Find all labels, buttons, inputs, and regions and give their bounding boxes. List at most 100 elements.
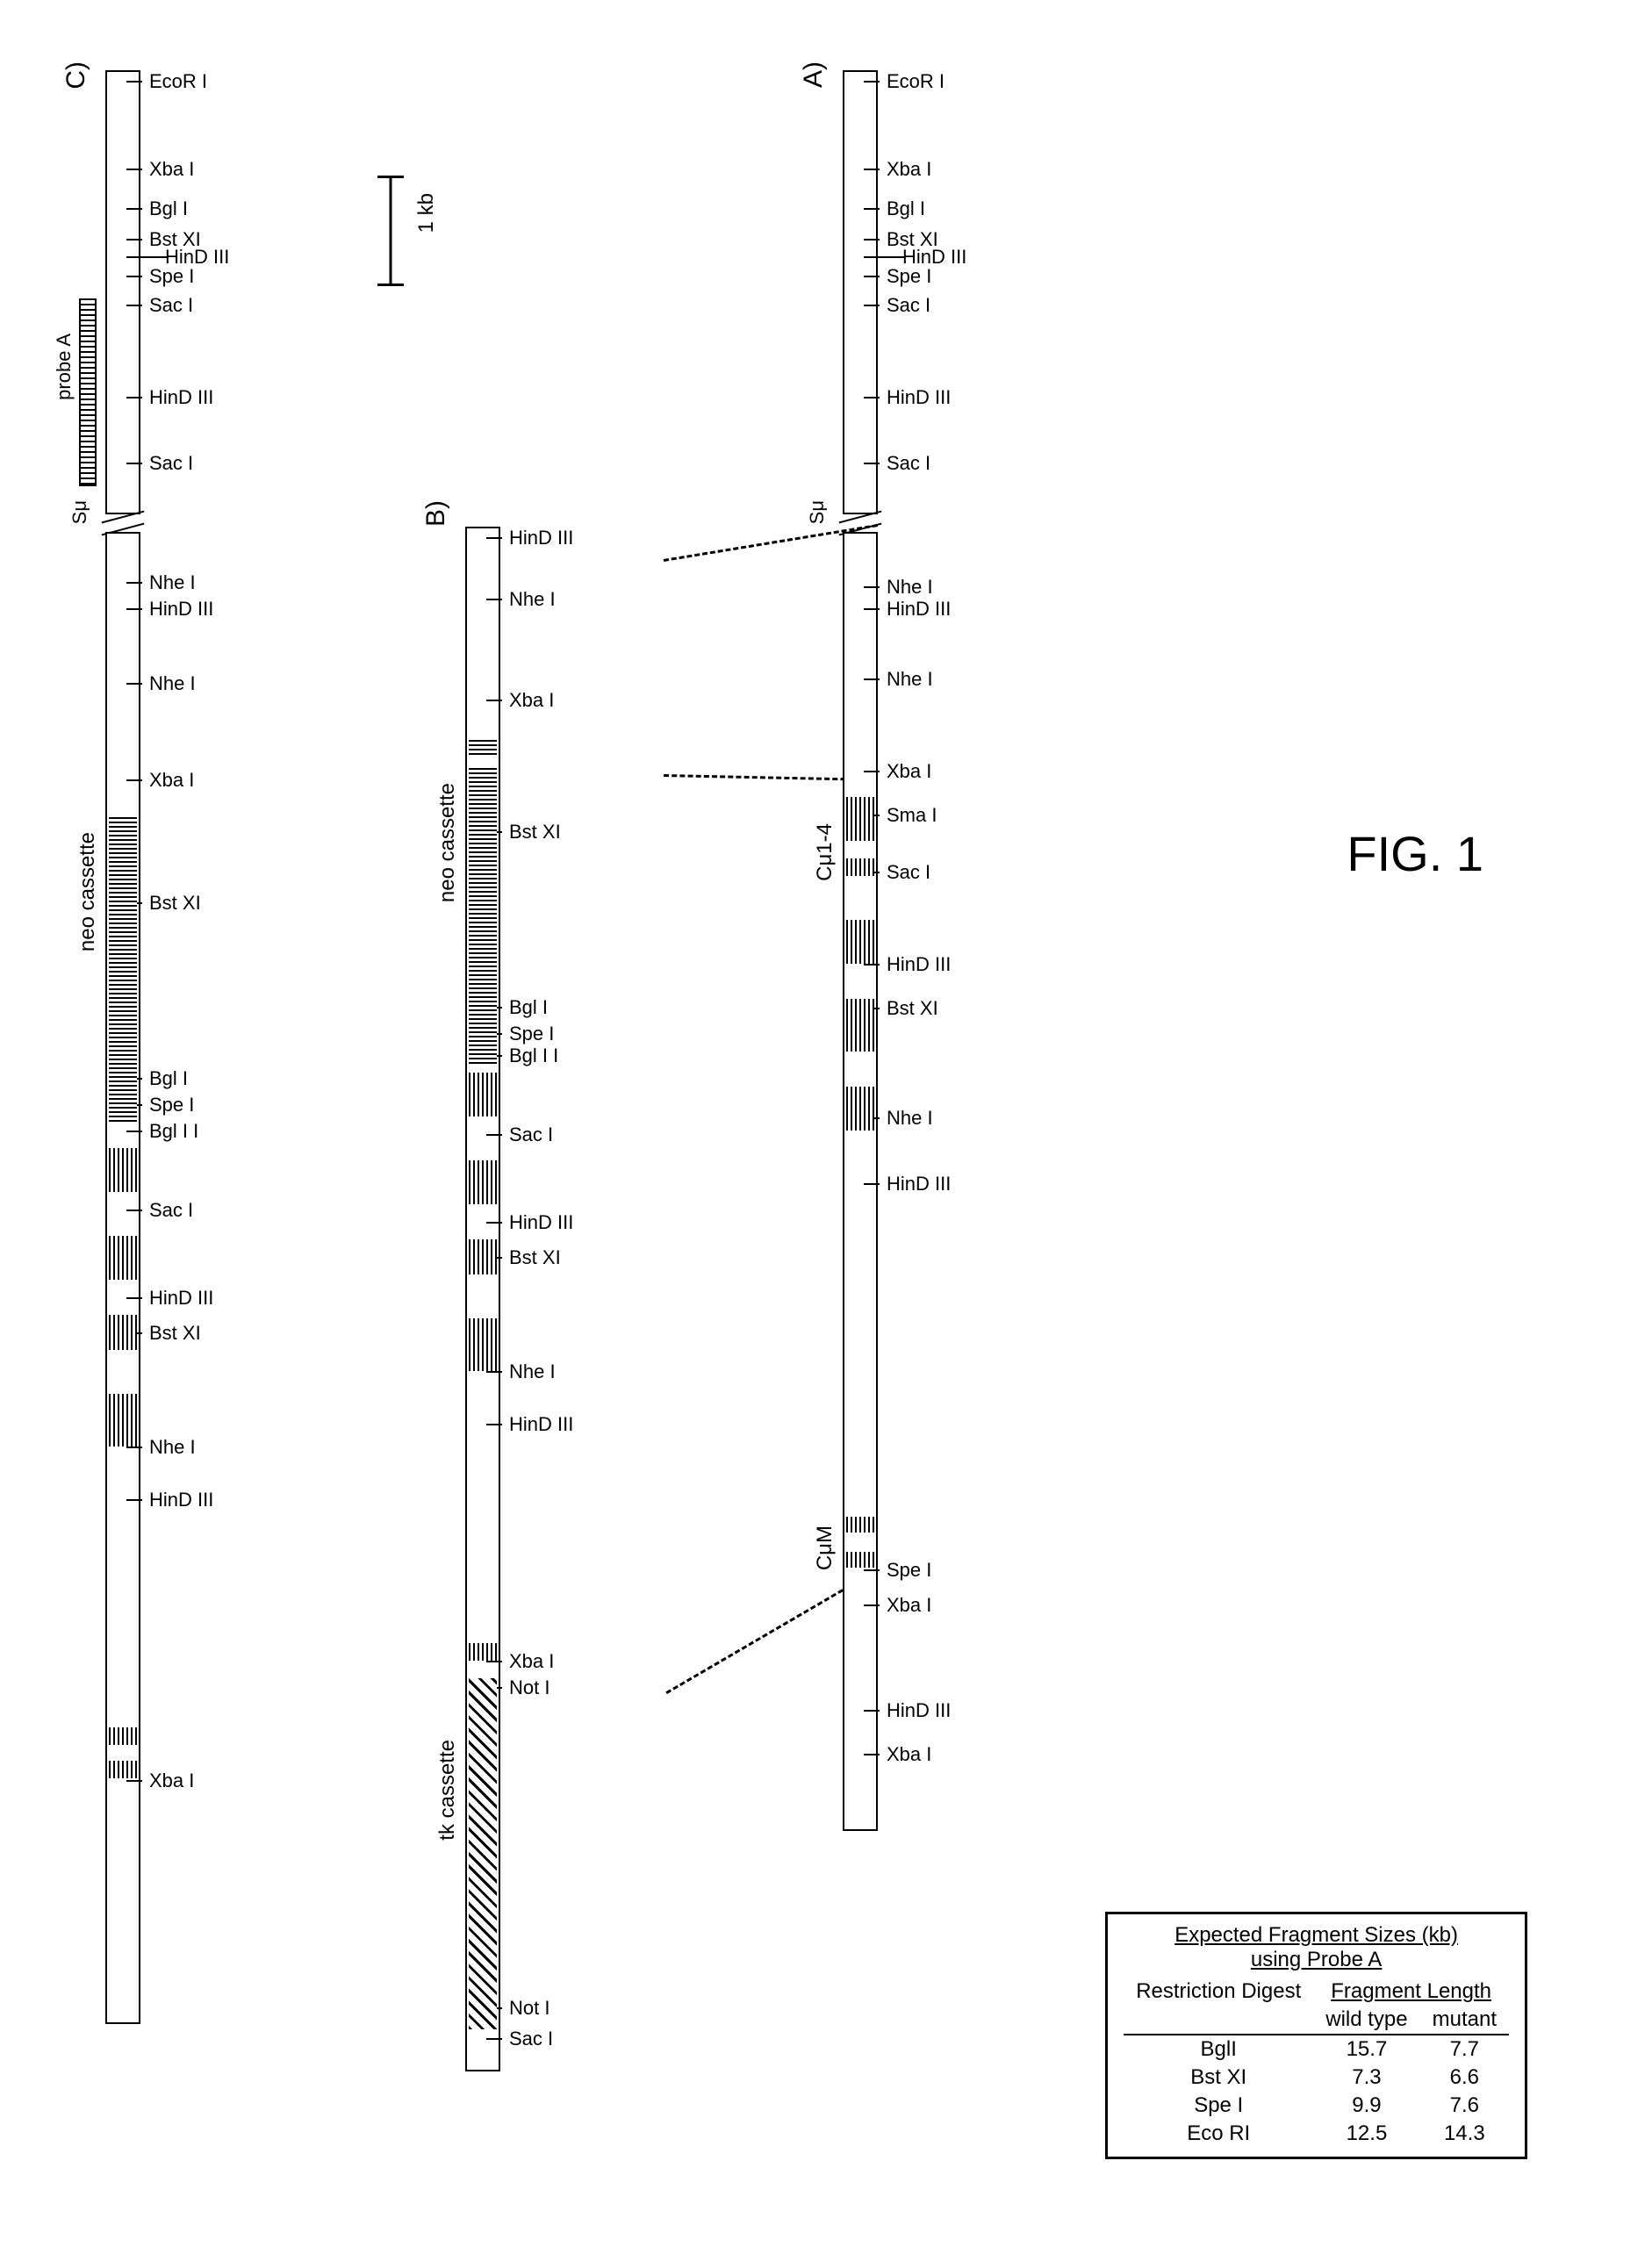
table-title-1: Expected Fragment Sizes (kb) bbox=[1124, 1923, 1509, 1948]
restriction-site: HinD III bbox=[880, 1173, 951, 1195]
restriction-site-label: HinD III bbox=[509, 1211, 573, 1234]
restriction-site-label: HinD III bbox=[887, 1699, 951, 1722]
panel-c-gap: Sμ bbox=[105, 514, 140, 532]
restriction-site-label: HinD III bbox=[887, 1173, 951, 1195]
restriction-site-label: Bgl I bbox=[509, 996, 548, 1019]
restriction-site: Spe I bbox=[142, 265, 194, 288]
restriction-site: EcoR I bbox=[880, 70, 945, 93]
restriction-site-label: Sac I bbox=[887, 861, 930, 884]
restriction-site: Nhe I bbox=[880, 576, 933, 599]
pattern-region bbox=[109, 1315, 137, 1350]
pattern-region bbox=[846, 920, 874, 964]
pattern-region bbox=[846, 1552, 874, 1568]
pattern-region bbox=[109, 1148, 137, 1192]
pattern-region bbox=[469, 765, 497, 1064]
restriction-site: Spe I bbox=[502, 1023, 554, 1045]
restriction-site-label: Spe I bbox=[887, 265, 931, 288]
restriction-site: Sac I bbox=[142, 452, 193, 475]
restriction-site: Not I bbox=[502, 1676, 549, 1699]
restriction-site: HinD III bbox=[502, 1413, 573, 1436]
restriction-site: Bst XI bbox=[502, 1246, 561, 1269]
restriction-site-label: Not I bbox=[509, 1676, 549, 1699]
panel-b-body: neo cassette tk cassette HinD IIINhe IXb… bbox=[465, 527, 500, 2071]
restriction-site-label: Xba I bbox=[887, 760, 931, 783]
panel-b-letter: B) bbox=[421, 500, 451, 527]
restriction-site: Xba I bbox=[142, 769, 194, 792]
pattern-region bbox=[109, 1727, 137, 1745]
pattern-region bbox=[846, 858, 874, 876]
table-body: BglI15.77.7Bst XI7.36.6Spe I9.97.6Eco RI… bbox=[1124, 2035, 1509, 2148]
panel-a-seg1: EcoR IXba IBgl IBst XIHinD IIISpe ISac I… bbox=[843, 70, 878, 514]
table-cell: Spe I bbox=[1124, 2092, 1313, 2120]
restriction-site-label: Spe I bbox=[509, 1023, 554, 1045]
restriction-site: Bgl I I bbox=[142, 1120, 198, 1143]
restriction-site-label: EcoR I bbox=[149, 70, 207, 93]
restriction-site: Xba I bbox=[502, 1650, 554, 1673]
panel-a-cmu14-label: Cμ1-4 bbox=[813, 823, 837, 881]
probe-a-label: probe A bbox=[53, 334, 75, 400]
restriction-site: HinD III bbox=[880, 598, 951, 621]
restriction-site-label: Sac I bbox=[509, 2028, 553, 2050]
restriction-site-label: Nhe I bbox=[149, 672, 196, 695]
restriction-site: Sac I bbox=[880, 294, 930, 317]
restriction-site: Xba I bbox=[880, 1594, 931, 1617]
restriction-site: Nhe I bbox=[502, 1360, 556, 1383]
pattern-region bbox=[846, 797, 874, 841]
restriction-site-label: Spe I bbox=[887, 1559, 931, 1582]
restriction-site-label: HinD III bbox=[887, 386, 951, 409]
restriction-site: Xba I bbox=[142, 158, 194, 181]
probe-a-bar bbox=[79, 298, 97, 486]
restriction-site-label: Sac I bbox=[149, 452, 193, 475]
restriction-site: EcoR I bbox=[142, 70, 207, 93]
scale-bar-line bbox=[390, 178, 392, 284]
table-title-2: using Probe A bbox=[1124, 1948, 1509, 1972]
restriction-site-label: Nhe I bbox=[509, 588, 556, 611]
restriction-site: Sma I bbox=[880, 804, 937, 827]
table-cell: 15.7 bbox=[1313, 2035, 1419, 2064]
restriction-site: Bgl I I bbox=[502, 1045, 558, 1067]
restriction-site: Sac I bbox=[880, 452, 930, 475]
panel-a: A) EcoR IXba IBgl IBst XIHinD IIISpe ISa… bbox=[843, 70, 878, 1831]
restriction-site: HinD III bbox=[502, 1211, 573, 1234]
restriction-site-label: Spe I bbox=[149, 1094, 194, 1116]
restriction-site-label: HinD III bbox=[887, 598, 951, 621]
restriction-site: Xba I bbox=[880, 158, 931, 181]
restriction-site-label: Nhe I bbox=[887, 576, 933, 599]
restriction-site: HinD III bbox=[880, 386, 951, 409]
restriction-site: HinD III bbox=[880, 1699, 951, 1722]
panel-b-tk-label: tk cassette bbox=[435, 1740, 460, 1841]
fragment-table: Restriction Digest Fragment Length wild … bbox=[1124, 1978, 1509, 2148]
table-cell: 7.3 bbox=[1313, 2064, 1419, 2092]
restriction-site: Not I bbox=[502, 1997, 549, 2020]
restriction-site-label: Not I bbox=[509, 1997, 549, 2020]
panel-c-letter: C) bbox=[61, 61, 91, 90]
restriction-site: Xba I bbox=[880, 760, 931, 783]
pattern-region bbox=[469, 1318, 497, 1371]
panel-b-neo-label: neo cassette bbox=[435, 783, 460, 902]
restriction-site: Bst XI bbox=[142, 892, 201, 915]
panel-a-body: EcoR IXba IBgl IBst XIHinD IIISpe ISac I… bbox=[843, 70, 878, 1831]
pattern-region bbox=[846, 1517, 874, 1533]
restriction-site: Sac I bbox=[880, 861, 930, 884]
restriction-site-label: Nhe I bbox=[149, 571, 196, 594]
scale-bar bbox=[377, 176, 404, 286]
fragment-size-table: Expected Fragment Sizes (kb) using Probe… bbox=[1105, 1912, 1527, 2159]
restriction-site-label: Sac I bbox=[887, 294, 930, 317]
pattern-region bbox=[469, 1073, 497, 1116]
table-cell: 12.5 bbox=[1313, 2120, 1419, 2148]
restriction-site: Bst XI bbox=[142, 1322, 201, 1345]
restriction-site-label: Sac I bbox=[509, 1124, 553, 1146]
panel-a-letter: A) bbox=[799, 61, 829, 88]
table-cell: 14.3 bbox=[1420, 2120, 1509, 2148]
pattern-region bbox=[846, 1087, 874, 1131]
panel-b: B) neo cassette tk cassette HinD IIINhe … bbox=[465, 527, 500, 2071]
panel-a-gap-label: Sμ bbox=[806, 500, 829, 524]
pattern-region bbox=[469, 1239, 497, 1274]
restriction-site: Spe I bbox=[880, 265, 931, 288]
restriction-site: Xba I bbox=[502, 689, 554, 712]
restriction-site: Xba I bbox=[142, 1770, 194, 1792]
restriction-site: HinD III bbox=[502, 527, 573, 549]
restriction-site-label: HinD III bbox=[149, 1287, 213, 1310]
restriction-site-label: Bst XI bbox=[149, 892, 201, 915]
restriction-site: HinD III bbox=[142, 598, 213, 621]
